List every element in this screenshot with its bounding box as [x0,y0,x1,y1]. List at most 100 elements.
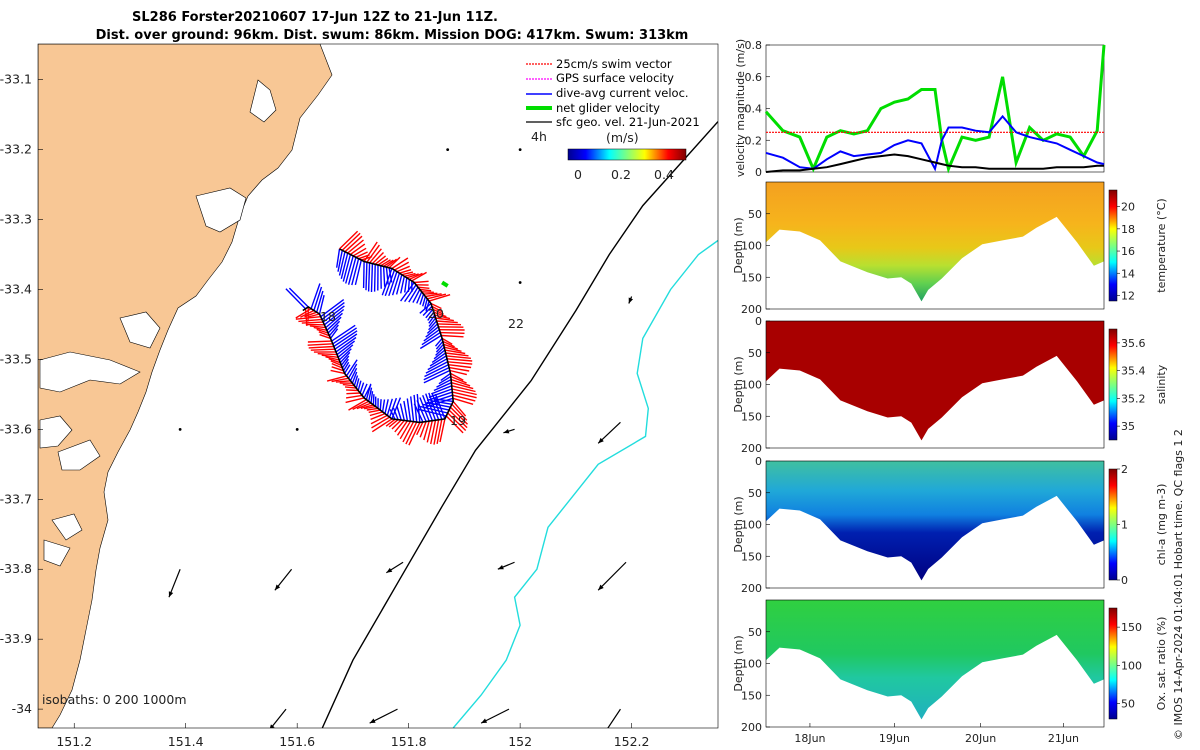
swim-vector [345,397,365,404]
current-vector [326,316,342,331]
section-y-tick-label: 200 [741,442,762,455]
lake [195,187,247,233]
section-ylabel: Depth (m) [732,217,745,273]
current-vector [431,352,447,363]
y-tick-label: -33.6 [0,421,32,436]
section-y-tick-label: 200 [741,582,762,595]
swim-vector [445,415,464,434]
velocity-y-tick-label: 0.8 [745,39,763,52]
current-vector [419,293,425,305]
swim-vector [411,271,427,282]
colorbar-tick-label: 150 [1121,621,1142,634]
current-vector [337,250,343,272]
section-colorbar [1108,189,1118,302]
swim-vector [449,369,467,376]
current-vector [408,286,419,303]
current-vector [357,380,362,391]
velocity-y-ticks: 0 0.2 0.4 0.6 0.8 [745,39,770,179]
current-vector [431,392,443,420]
current-vector [328,324,339,337]
current-vector [347,363,358,379]
swim-vector [404,272,416,277]
section-y-tick-label: 100 [741,379,762,392]
x-tick-label: 152.2 [614,734,650,749]
swim-vector [321,354,339,358]
swim-vector [399,420,412,440]
colorbar-unit: (m/s) [606,130,639,145]
current-vector [338,251,346,276]
swim-vector [394,419,405,433]
swim-vector [316,328,329,334]
swim-vector [346,389,359,392]
section-y-tick-label: 200 [741,303,762,316]
day-label: 20 [428,306,444,321]
lake [119,311,161,349]
current-vector [433,349,446,360]
swim-vector [307,343,333,346]
swim-vector [383,259,394,267]
current-vector [339,351,351,364]
isobath-200m [321,121,718,728]
current-vector [406,398,412,422]
swim-vector [450,375,467,384]
y-tick-label: -33.1 [0,72,32,87]
geo-arrow-head [497,564,504,570]
swim-vector [435,317,454,322]
y-tick-label: -33.5 [0,351,32,366]
current-vector [427,311,435,321]
swim-vector [396,420,408,436]
swim-vector [425,293,442,298]
x-tick-label: 151.4 [168,734,204,749]
velocity-y-tick-label: 0.4 [745,103,763,116]
current-vector [345,359,358,377]
current-vector [355,378,360,389]
swim-vector [428,294,451,302]
current-vector [386,398,393,416]
section-y-tick-label: 50 [748,626,762,639]
swim-vector [366,407,379,411]
section-data-area [766,461,1104,581]
colorbar-tick-label: 50 [1121,698,1135,711]
swim-vector [441,337,453,345]
glider-track [302,248,455,424]
velocity-ylabel: velocity magnitude (m/s) [734,39,747,177]
swim-vector [325,356,340,361]
velocity-y-tick-label: 0.2 [745,134,763,147]
x-tick-label: 151.8 [391,734,427,749]
x-tick-label: 151.2 [56,734,92,749]
current-vector [316,290,324,313]
current-vector [365,262,368,291]
current-vector [322,305,345,323]
current-vector [420,405,448,414]
swim-vector [391,419,402,430]
colorbar-tick-label: 18 [1121,223,1135,236]
swim-vector [447,361,473,365]
section-y-tick-label: 100 [741,658,762,671]
current-vector [370,391,374,404]
current-vector [413,394,418,423]
swim-vector [313,326,328,331]
current-vector [388,397,398,418]
current-vector [325,312,343,329]
swim-vector [342,383,355,387]
swim-vector [436,320,458,324]
current-vector [330,328,339,339]
net-velocity-vector [441,280,449,288]
current-vector [416,394,421,423]
current-vector [313,286,323,311]
geo-arrow-head [481,718,488,724]
section-y-tick-label: 200 [741,721,762,734]
current-vector [435,343,445,353]
swim-vector [452,394,476,402]
swim-vector [409,272,423,281]
current-vector [391,272,401,296]
current-vector [384,399,389,414]
current-vector [335,336,357,353]
current-vector [435,340,444,350]
map-frame [37,43,719,729]
day-label: 22 [508,316,524,331]
current-vector [349,367,358,382]
swim-vector [451,382,474,390]
swim-vector [451,388,477,396]
